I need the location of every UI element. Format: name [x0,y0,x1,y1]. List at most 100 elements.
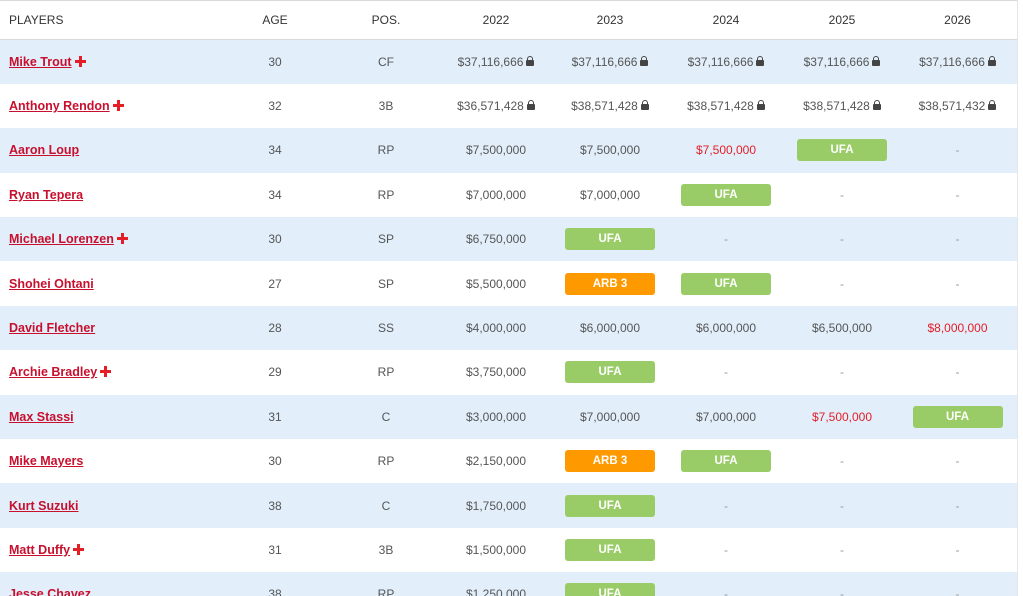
arb-badge: ARB 3 [565,272,655,295]
table-row: Jesse Chavez 38 RP $1,250,000 UFA - - - [0,572,1017,596]
salary-cell: UFA [666,261,786,305]
salary-value: $7,000,000 [695,409,757,424]
player-name-link[interactable]: Kurt Suzuki [9,498,79,513]
player-cell: Jesse Chavez [0,572,216,596]
salary-value: $6,500,000 [811,321,873,336]
column-header-age[interactable]: AGE [216,0,334,40]
position-cell: RP [377,587,395,596]
player-name-link[interactable]: Jesse Chavez [9,587,92,596]
salary-value: $37,116,666 [919,54,985,69]
column-header-2022[interactable]: 2022 [438,0,554,40]
column-header-pos[interactable]: POS. [334,0,438,40]
injured-list-icon [116,233,128,245]
salary-value: $3,750,000 [465,365,527,380]
empty-value: - [955,232,960,247]
player-cell: David Fletcher [0,306,216,350]
player-name-link[interactable]: Shohei Ohtani [9,276,94,291]
salary-value: $37,116,666 [687,54,754,69]
player-name-link[interactable]: Archie Bradley [9,365,98,380]
salary-cell: - [898,483,1017,527]
lock-icon [756,55,765,66]
salary-cell: $2,150,000 [438,439,554,483]
player-cell: Anthony Rendon [0,84,216,128]
empty-value: - [955,498,960,513]
salary-cell: $38,571,428 [554,84,666,128]
salary-value: $7,500,000 [465,143,527,158]
empty-value: - [840,454,844,469]
table-row: Mike Trout 30 CF $37,116,666 $37,116,666 $37,… [0,39,1017,84]
empty-value: - [955,276,960,291]
player-name-link[interactable]: Max Stassi [9,409,74,424]
ufa-badge: UFA [681,272,771,295]
lock-icon [640,100,649,111]
empty-value: - [724,232,728,247]
player-name-link[interactable]: Matt Duffy [9,542,71,557]
salary-value: $2,150,000 [465,454,527,469]
salary-cell: $6,500,000 [786,306,898,350]
player-name-link[interactable]: Anthony Rendon [9,99,110,114]
player-cell: Matt Duffy [0,528,216,572]
column-header-players[interactable]: PLAYERS [0,0,216,40]
salary-value: $6,000,000 [695,321,757,336]
salary-cell: - [666,572,786,596]
salary-cell: $37,116,666 [438,40,554,84]
empty-value: - [955,143,960,158]
salary-value: $7,000,000 [579,409,641,424]
column-header-2024[interactable]: 2024 [666,0,786,40]
salary-cell: - [786,483,898,527]
player-name-link[interactable]: David Fletcher [9,321,96,336]
player-name-link[interactable]: Aaron Loup [9,143,80,158]
table-row: Anthony Rendon 32 3B $36,571,428 $38,571,428… [0,83,1017,129]
position-cell: 3B [378,542,394,557]
column-header-2023[interactable]: 2023 [554,0,666,40]
position-cell: CF [378,54,394,69]
salary-cell: - [898,572,1017,596]
option-salary-value: $7,500,000 [695,143,757,158]
salary-cell: $38,571,428 [786,84,898,128]
position-cell: RP [377,187,395,202]
position-cell: C [381,409,391,424]
salary-cell: UFA [666,173,786,217]
age-cell: 29 [268,365,282,380]
age-cell: 31 [268,542,282,557]
lock-icon [987,55,996,66]
empty-value: - [840,365,844,380]
salary-value: $5,500,000 [465,276,527,291]
ufa-badge: UFA [565,583,655,596]
age-cell: 30 [268,454,282,469]
salary-cell: - [898,128,1017,172]
salary-cell: $7,500,000 [554,128,666,172]
empty-value: - [724,365,728,380]
salary-cell: $7,000,000 [554,173,666,217]
player-name-link[interactable]: Ryan Tepera [9,187,84,202]
injured-list-icon [73,543,85,555]
empty-value: - [840,542,844,557]
player-name-link[interactable]: Michael Lorenzen [9,232,114,247]
table-row: Kurt Suzuki 38 C $1,750,000 UFA - - - [0,483,1017,528]
salary-value: $38,571,428 [687,99,754,114]
empty-value: - [840,587,844,596]
lock-icon [640,55,649,66]
player-cell: Mike Mayers [0,439,216,483]
ufa-badge: UFA [565,494,655,517]
salary-cell: - [898,350,1017,394]
salary-cell: $4,000,000 [438,306,554,350]
salary-cell: - [666,483,786,527]
position-cell: RP [377,365,395,380]
player-name-link[interactable]: Mike Trout [9,54,72,69]
column-header-2025[interactable]: 2025 [786,0,898,40]
empty-value: - [840,187,844,202]
ufa-badge: UFA [797,139,887,162]
salary-value: $1,250,000 [465,587,527,596]
salary-cell: $37,116,666 [554,40,666,84]
column-header-2026[interactable]: 2026 [898,0,1017,40]
table-row: Mike Mayers 30 RP $2,150,000 ARB 3 UFA - - [0,439,1017,484]
player-name-link[interactable]: Mike Mayers [9,454,84,469]
salary-cell: - [666,528,786,572]
lock-icon [872,100,881,111]
salary-cell: UFA [554,350,666,394]
option-salary-value: $8,000,000 [927,321,988,336]
salary-cell: $8,000,000 [898,306,1017,350]
salary-cell: - [786,528,898,572]
